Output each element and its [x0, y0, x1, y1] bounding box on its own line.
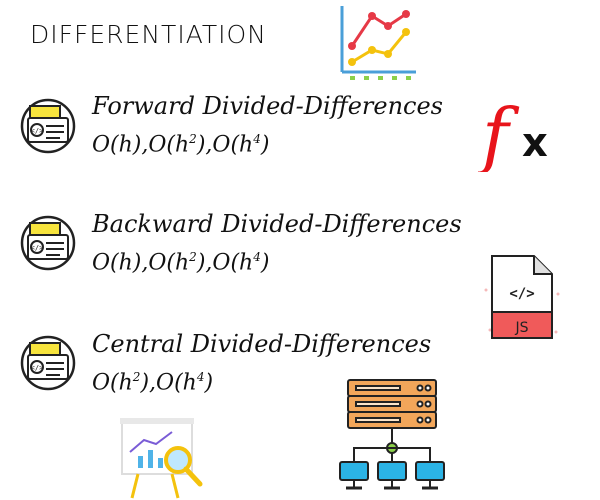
svg-text:</>: </> — [31, 127, 44, 135]
topic-orders: O(h),O(h2),O(h4) — [92, 250, 270, 276]
order-term: O(h — [156, 370, 197, 396]
order-term: O(h) — [92, 132, 142, 158]
topic-orders: O(h),O(h2),O(h4) — [92, 132, 270, 158]
order-exponent: 2 — [132, 370, 141, 384]
code-window-icon: </> — [20, 335, 76, 391]
topic-name: Forward Divided-Differences — [92, 92, 443, 120]
topic-orders: O(h2),O(h4) — [92, 370, 214, 396]
page-title: DIFFERENTIATION — [30, 20, 267, 49]
order-term: O(h — [212, 132, 254, 158]
js-file-icon: </> JS — [484, 255, 560, 339]
order-term: O(h — [92, 370, 133, 396]
svg-text:</>: </> — [31, 364, 44, 372]
presentation-analytics-icon — [120, 418, 203, 499]
order-exponent: 4 — [253, 132, 261, 146]
js-label: JS — [514, 320, 528, 336]
code-window-icon: </> — [20, 98, 76, 154]
fx-letter-x: x — [522, 120, 548, 166]
order-term: O(h — [148, 132, 190, 158]
order-exponent: 2 — [189, 250, 197, 264]
code-window-icon: </> — [20, 215, 76, 271]
topic-name: Central Divided-Differences — [92, 330, 432, 358]
topic-name: Backward Divided-Differences — [92, 210, 462, 238]
order-term: O(h) — [92, 250, 142, 276]
fx-letter-f: f — [478, 93, 520, 172]
svg-text:</>: </> — [31, 244, 44, 252]
order-exponent: 2 — [189, 132, 197, 146]
function-fx-icon: f x — [478, 93, 548, 172]
js-code-glyph: </> — [509, 286, 534, 302]
order-term: O(h — [148, 250, 190, 276]
line-chart-icon — [340, 6, 416, 80]
order-exponent: 4 — [196, 370, 205, 384]
server-network-icon — [339, 379, 445, 490]
order-exponent: 4 — [253, 250, 261, 264]
order-term: O(h — [212, 250, 254, 276]
